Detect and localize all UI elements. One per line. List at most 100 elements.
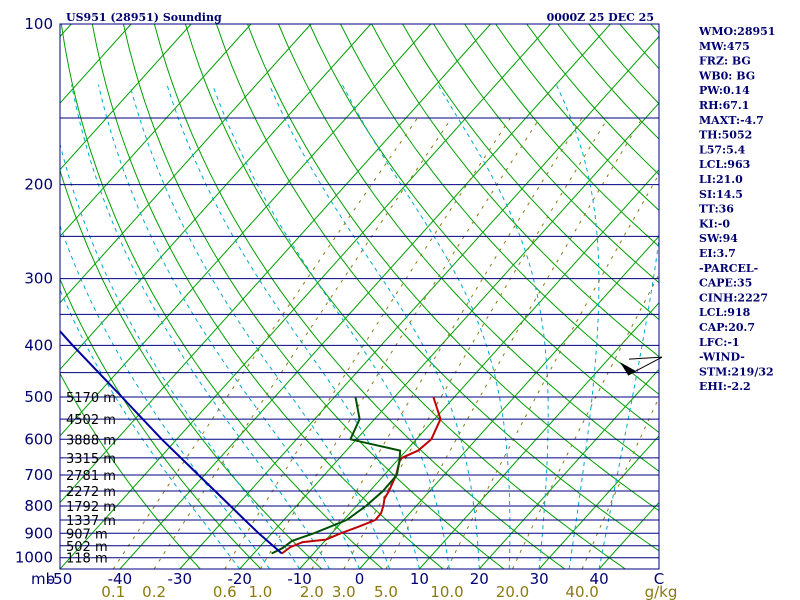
temperature-label: 40 — [590, 570, 609, 588]
isotherm-line — [60, 24, 432, 437]
index-line: EI:3.7 — [699, 247, 736, 260]
station-title: US951 (28951) Sounding — [66, 11, 222, 24]
mixing-ratio-label: 0.2 — [142, 583, 166, 600]
index-line: SI:14.5 — [699, 188, 743, 201]
dry-adiabat-line — [215, 24, 659, 552]
index-line: -WIND- — [699, 351, 745, 364]
dry-adiabat-line — [371, 24, 659, 358]
index-line: MW:475 — [699, 40, 750, 53]
isotherm-line — [478, 368, 659, 569]
mixing-ratio-label: 0.1 — [101, 583, 125, 600]
mixing-ratio-label: 10.0 — [430, 583, 463, 600]
plot-area — [60, 24, 659, 569]
pressure-label: 900 — [24, 524, 53, 542]
sounding-traces — [60, 329, 442, 555]
dry-adiabat-line — [60, 168, 323, 569]
isotherm-line — [179, 35, 659, 569]
temperature-label: -10 — [287, 570, 312, 588]
temperature-label: 0 — [355, 570, 365, 588]
mixing-ratio-labels: 0.1 0.2 0.6 1.0 2.0 3.0 5.0 10.0 20.0 40.0 g/kg — [101, 583, 677, 600]
pressure-label: 600 — [24, 430, 53, 448]
height-label: 1337 m — [66, 514, 116, 529]
wind-profile — [620, 356, 663, 376]
isotherm-line — [60, 24, 72, 38]
wind-barb-staff — [628, 356, 663, 360]
temperature-label: -30 — [168, 570, 193, 588]
index-line: TH:5052 — [699, 129, 752, 142]
temperature-label: 30 — [530, 570, 549, 588]
index-line: WMO:28951 — [698, 25, 775, 38]
index-line: FRZ: BG — [699, 55, 751, 68]
isotherm-line — [60, 24, 372, 371]
moist-adiabat-line — [71, 84, 331, 569]
pressure-labels: 100 200 300 400 500 600 700 800 900 1000 — [15, 15, 53, 567]
dry-adiabat-line — [433, 24, 659, 284]
index-line: CINH:2227 — [699, 291, 768, 304]
index-line: MAXT:-4.7 — [699, 114, 764, 127]
height-label: 3315 m — [66, 452, 116, 467]
moist-adiabat-line — [166, 84, 420, 569]
height-label: 118 m — [66, 552, 108, 567]
isotherms — [60, 24, 659, 569]
dewpoint-trace — [271, 396, 402, 555]
moist-adiabat-line — [555, 84, 600, 569]
mixing-ratio-line — [581, 396, 659, 569]
isotherm-line — [60, 24, 312, 304]
isotherm-line — [419, 302, 659, 569]
height-label: 2272 m — [66, 485, 116, 500]
mixing-ratio-label: 0.6 — [213, 583, 237, 600]
moist-adiabat-line — [60, 224, 271, 569]
height-label: 907 m — [66, 527, 108, 542]
mixing-ratio-line — [311, 117, 583, 569]
temperature-label: 20 — [470, 570, 489, 588]
dry-adiabat-line — [402, 24, 659, 321]
mixing-ratio-label: 3.0 — [332, 583, 356, 600]
mixing-ratio-label: 20.0 — [496, 583, 529, 600]
height-label: 4502 m — [66, 413, 116, 428]
mixing-ratio-line — [446, 173, 659, 569]
mixing-ratio-label: g/kg — [645, 583, 678, 600]
temperature-label: 10 — [410, 570, 429, 588]
pressure-label: 200 — [24, 176, 53, 194]
isotherm-line — [60, 24, 551, 569]
index-line: SW:94 — [699, 232, 738, 245]
temperature-label: -20 — [227, 570, 252, 588]
mixing-ratio-label: 5.0 — [374, 583, 398, 600]
dry-adiabat-line — [464, 24, 659, 248]
dry-adiabat-line — [91, 24, 444, 569]
moist-adiabat-line — [129, 84, 390, 569]
dry-adiabat-line — [588, 24, 659, 105]
index-line: WB0: BG — [698, 69, 755, 82]
dry-adiabats — [60, 24, 659, 569]
moist-adiabat-line — [598, 236, 659, 569]
mixing-ratio-label: 1.0 — [248, 583, 272, 600]
wind-barb-pennant — [620, 362, 636, 376]
index-line: LCL:963 — [699, 158, 750, 171]
index-line: LFC:-1 — [699, 336, 740, 349]
temperature-trace — [281, 396, 442, 555]
height-label: 2781 m — [66, 469, 116, 484]
index-line: EHI:-2.2 — [699, 380, 751, 393]
dry-adiabat-line — [247, 24, 659, 512]
isotherm-line — [60, 24, 491, 504]
index-line: PW:0.14 — [699, 84, 750, 97]
pressure-label: 1000 — [15, 549, 53, 567]
index-line: STM:219/32 — [699, 365, 774, 378]
height-label: 5170 m — [66, 391, 116, 406]
dry-adiabat-line — [122, 24, 505, 569]
index-line: KI:-0 — [699, 217, 730, 230]
dry-adiabat-line — [340, 24, 659, 395]
plot-frame — [59, 23, 660, 570]
height-label: 3888 m — [66, 433, 116, 448]
temperature-unit-label: C — [654, 570, 664, 588]
isotherm-line — [359, 235, 659, 569]
index-line: TT:36 — [699, 203, 734, 216]
isobars — [60, 24, 659, 559]
pressure-label: 800 — [24, 497, 53, 515]
index-line: CAPE:35 — [699, 277, 752, 290]
isotherm-line — [60, 24, 252, 237]
isotherm-line — [60, 24, 192, 171]
temperature-label: -40 — [108, 570, 133, 588]
